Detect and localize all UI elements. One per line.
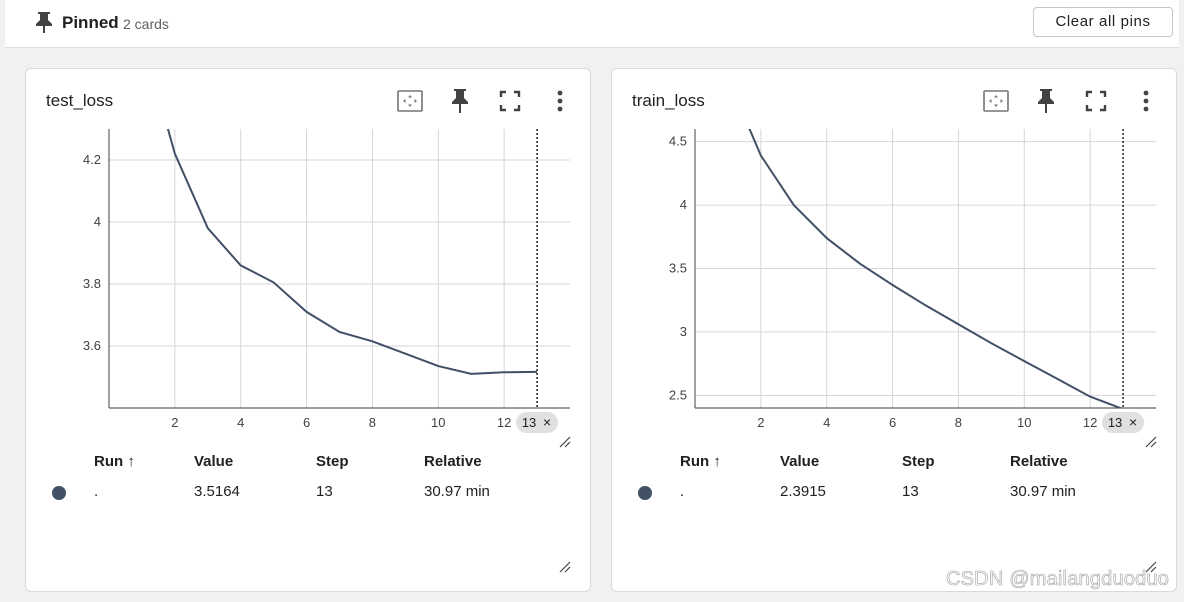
- fit-domain-icon[interactable]: [395, 86, 425, 116]
- pinned-count: 2 cards: [123, 16, 169, 32]
- resize-handle-icon[interactable]: [559, 436, 571, 448]
- x-tick-label: 12: [497, 415, 511, 430]
- step-cursor-chip[interactable]: 13 ×: [1102, 412, 1145, 433]
- x-tick-label: 6: [889, 415, 896, 430]
- x-tick-label: 8: [369, 415, 376, 430]
- step-cursor-chip[interactable]: 13 ×: [516, 412, 559, 433]
- cell-value: 2.3915: [780, 483, 826, 500]
- cell-step: 13: [316, 483, 333, 500]
- y-tick-label: 3.6: [83, 338, 101, 353]
- run-color-dot: [52, 486, 66, 500]
- y-tick-label: 4: [680, 197, 687, 212]
- pin-icon[interactable]: [445, 86, 475, 116]
- run-color-dot: [638, 486, 652, 500]
- column-header-relative: Relative: [1010, 453, 1068, 470]
- step-chip-label: 13: [522, 415, 536, 430]
- series-line: [748, 129, 1124, 408]
- line-chart: 2 4 6 8 10 12 2.5 3 3.5 4 4.5 13 ×: [669, 129, 1156, 433]
- more-vert-icon[interactable]: [545, 86, 575, 116]
- line-chart: 2 4 6 8 10 12 3.6 3.8 4 4.2 13 ×: [83, 129, 570, 433]
- resize-handle-icon[interactable]: [559, 561, 571, 573]
- column-header-relative: Relative: [424, 453, 482, 470]
- resize-handle-icon[interactable]: [1145, 561, 1157, 573]
- x-tick-label: 4: [823, 415, 830, 430]
- resize-handle-icon[interactable]: [1145, 436, 1157, 448]
- step-chip-label: 13: [1108, 415, 1122, 430]
- scalar-card-test-loss: test_loss 2 4 6 8 10 12 3.6 3.8 4 4.2 13 × Run ↑ Value…: [25, 68, 591, 592]
- cell-step: 13: [902, 483, 919, 500]
- fit-domain-icon[interactable]: [981, 86, 1011, 116]
- fullscreen-icon[interactable]: [1081, 86, 1111, 116]
- y-tick-label: 3.5: [669, 261, 687, 276]
- x-tick-label: 10: [431, 415, 445, 430]
- y-tick-label: 2.5: [669, 387, 687, 402]
- cell-value: 3.5164: [194, 483, 240, 500]
- card-title: train_loss: [632, 91, 705, 110]
- cell-relative: 30.97 min: [1010, 483, 1076, 500]
- x-tick-label: 2: [171, 415, 178, 430]
- column-header-step: Step: [902, 453, 935, 470]
- close-icon[interactable]: ×: [1129, 414, 1137, 430]
- watermark: CSDN @mailangduoduo: [946, 568, 1170, 591]
- scalar-card-train-loss: train_loss 2 4 6 8 10 12 2.5 3 3.5 4 4.5 13 × Run ↑ Val…: [611, 68, 1177, 592]
- close-icon[interactable]: ×: [543, 414, 551, 430]
- fullscreen-icon[interactable]: [495, 86, 525, 116]
- cell-relative: 30.97 min: [424, 483, 490, 500]
- clear-all-pins-button[interactable]: Clear all pins: [1033, 7, 1173, 37]
- column-header-run[interactable]: Run ↑: [680, 453, 721, 470]
- y-tick-label: 4.2: [83, 152, 101, 167]
- column-header-run[interactable]: Run ↑: [94, 453, 135, 470]
- column-header-value: Value: [194, 453, 234, 470]
- pinned-title: Pinned: [62, 13, 119, 32]
- x-tick-label: 10: [1017, 415, 1031, 430]
- x-tick-label: 4: [237, 415, 244, 430]
- cell-run: .: [680, 483, 685, 500]
- pinned-header: Pinned 2 cards Clear all pins: [5, 0, 1179, 48]
- pin-icon[interactable]: [1031, 86, 1061, 116]
- x-tick-label: 12: [1083, 415, 1097, 430]
- series-line: [166, 129, 538, 375]
- x-tick-label: 8: [955, 415, 962, 430]
- y-tick-label: 4: [94, 214, 101, 229]
- y-tick-label: 4.5: [669, 134, 687, 149]
- pin-icon: [33, 10, 55, 34]
- x-tick-label: 6: [303, 415, 310, 430]
- column-header-value: Value: [780, 453, 820, 470]
- card-title: test_loss: [46, 91, 114, 110]
- column-header-step: Step: [316, 453, 349, 470]
- cell-run: .: [94, 483, 99, 500]
- y-tick-label: 3.8: [83, 276, 101, 291]
- x-tick-label: 2: [757, 415, 764, 430]
- y-tick-label: 3: [680, 324, 687, 339]
- more-vert-icon[interactable]: [1131, 86, 1161, 116]
